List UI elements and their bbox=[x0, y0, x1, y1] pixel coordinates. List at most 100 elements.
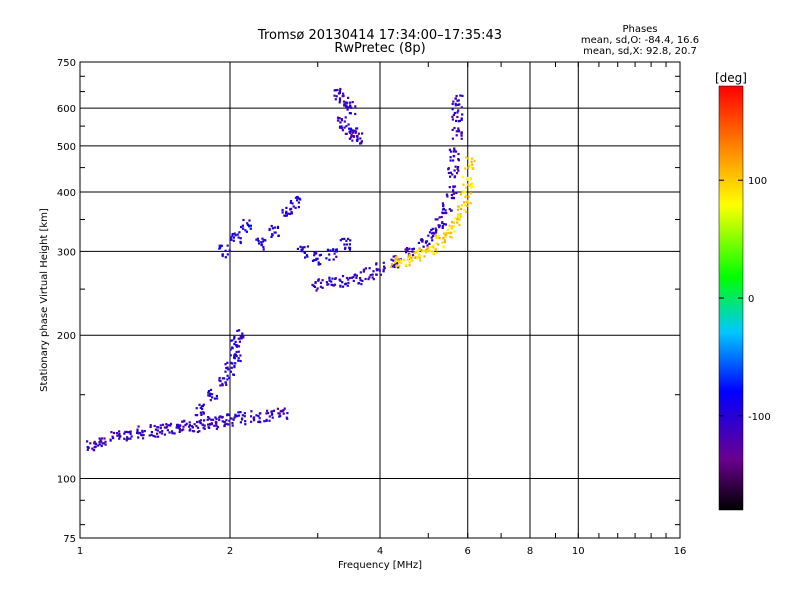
data-point bbox=[277, 412, 280, 415]
data-point bbox=[347, 278, 350, 281]
data-point bbox=[390, 263, 393, 266]
data-point bbox=[409, 258, 412, 261]
data-point bbox=[344, 116, 347, 119]
data-point bbox=[427, 234, 430, 237]
data-point bbox=[347, 123, 350, 126]
data-point bbox=[375, 269, 379, 272]
data-point bbox=[431, 232, 434, 235]
data-point bbox=[255, 238, 258, 241]
data-point bbox=[219, 380, 222, 383]
data-point bbox=[229, 370, 232, 373]
data-point bbox=[441, 211, 444, 214]
data-point bbox=[345, 125, 348, 128]
data-point bbox=[457, 205, 460, 208]
data-point bbox=[93, 449, 96, 452]
data-point bbox=[137, 436, 140, 439]
data-point bbox=[221, 420, 224, 423]
colorbar-tick-label: 0 bbox=[748, 294, 754, 305]
data-point bbox=[153, 424, 156, 428]
data-point bbox=[290, 207, 293, 210]
data-point bbox=[249, 227, 252, 230]
data-point bbox=[339, 239, 342, 242]
data-point bbox=[168, 431, 171, 434]
data-point bbox=[445, 232, 448, 235]
data-point bbox=[448, 186, 451, 189]
data-point bbox=[242, 336, 245, 339]
data-point bbox=[246, 222, 249, 225]
data-point bbox=[345, 239, 348, 242]
data-point bbox=[238, 329, 241, 332]
data-point bbox=[285, 212, 288, 215]
y-tick-label: 400 bbox=[57, 188, 76, 199]
data-point bbox=[123, 437, 126, 440]
data-point bbox=[456, 221, 459, 224]
data-point bbox=[382, 268, 385, 271]
data-point bbox=[129, 432, 132, 435]
data-point bbox=[209, 388, 213, 391]
data-point bbox=[231, 346, 234, 349]
data-point bbox=[234, 344, 238, 347]
data-point bbox=[355, 139, 359, 142]
data-point bbox=[206, 418, 209, 421]
data-point bbox=[227, 368, 230, 371]
data-point bbox=[431, 251, 434, 254]
data-point bbox=[203, 427, 206, 430]
data-point bbox=[354, 131, 357, 134]
y-tick-label: 600 bbox=[57, 104, 76, 115]
data-point bbox=[411, 248, 414, 251]
x-tick-label: 2 bbox=[227, 546, 233, 557]
data-point bbox=[103, 437, 106, 440]
data-point bbox=[432, 231, 435, 234]
data-point bbox=[231, 422, 234, 425]
data-point bbox=[393, 265, 396, 269]
data-point bbox=[236, 329, 239, 332]
data-point bbox=[390, 258, 393, 261]
data-point bbox=[286, 417, 289, 420]
data-point bbox=[154, 428, 158, 431]
data-point bbox=[211, 393, 214, 396]
data-point bbox=[469, 202, 472, 205]
data-point bbox=[421, 240, 424, 243]
data-point bbox=[305, 254, 308, 257]
data-point bbox=[233, 416, 236, 419]
data-point bbox=[405, 247, 409, 250]
data-point bbox=[457, 169, 460, 172]
data-point bbox=[242, 335, 245, 338]
data-point bbox=[449, 171, 452, 174]
data-point bbox=[216, 426, 220, 429]
data-point bbox=[294, 196, 298, 199]
data-point bbox=[453, 169, 456, 172]
data-point bbox=[316, 287, 319, 290]
data-point bbox=[223, 423, 227, 426]
data-point bbox=[224, 249, 227, 252]
data-point bbox=[336, 119, 340, 122]
data-point bbox=[460, 204, 463, 207]
data-point bbox=[336, 88, 339, 92]
data-point bbox=[281, 208, 284, 212]
data-point bbox=[406, 249, 409, 252]
data-point bbox=[231, 233, 234, 236]
colorbar-tick-label: -100 bbox=[748, 412, 771, 423]
data-point bbox=[417, 241, 420, 244]
data-point bbox=[460, 106, 463, 109]
data-point bbox=[398, 261, 401, 264]
data-point bbox=[198, 420, 201, 423]
data-point bbox=[224, 381, 227, 384]
data-point bbox=[343, 243, 346, 246]
data-point bbox=[411, 254, 415, 257]
data-point bbox=[136, 430, 139, 433]
data-point bbox=[421, 250, 424, 253]
data-point bbox=[456, 115, 459, 119]
data-point bbox=[346, 101, 349, 104]
data-point bbox=[457, 120, 460, 123]
data-point bbox=[142, 437, 145, 440]
data-point bbox=[452, 197, 455, 200]
data-point bbox=[271, 227, 274, 230]
data-point bbox=[408, 259, 412, 263]
data-point bbox=[118, 432, 121, 435]
data-point bbox=[435, 251, 439, 254]
data-point bbox=[161, 430, 164, 433]
data-point bbox=[260, 244, 263, 247]
data-point bbox=[456, 103, 460, 106]
